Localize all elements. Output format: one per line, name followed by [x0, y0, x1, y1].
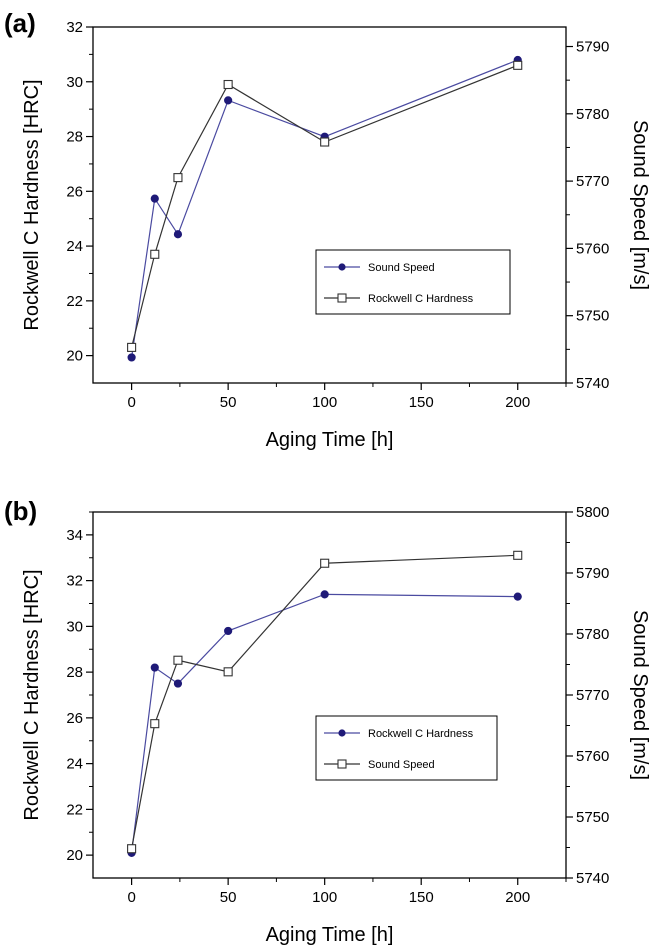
y-left-tick-label: 28 — [66, 664, 83, 681]
y-left-tick-label: 30 — [66, 618, 83, 635]
data-point — [173, 230, 183, 239]
data-point — [320, 558, 330, 568]
data-point — [320, 590, 329, 599]
y-right-tick-label: 5800 — [576, 504, 609, 521]
y-right-tick-label: 5770 — [576, 687, 609, 704]
data-point — [223, 79, 233, 90]
y-left-tick-label: 26 — [66, 710, 83, 727]
series-rockwell-c-hardness — [127, 60, 523, 352]
plot-frame — [92, 511, 567, 879]
y-left-tick-label: 24 — [66, 238, 83, 255]
data-point — [173, 173, 183, 183]
y-left-tick-label: 20 — [66, 348, 83, 365]
y-left-tick-label: 30 — [66, 74, 83, 91]
legend: Sound Speed Rockwell C Hardness — [315, 249, 511, 315]
data-point — [320, 137, 330, 147]
y-right-tick-label: 5780 — [576, 106, 609, 123]
series-line — [131, 593, 518, 853]
legend: Rockwell C Hardness Sound Speed — [315, 715, 498, 781]
series-rockwell-c-hardness — [127, 590, 522, 857]
y-right-tick-label: 5760 — [576, 748, 609, 765]
y-left-tick-label: 20 — [66, 847, 83, 864]
y-left-tick-label: 32 — [66, 573, 83, 590]
y-right-tick-label: 5780 — [576, 626, 609, 643]
x-tick-label: 0 — [127, 394, 135, 411]
legend-box — [315, 249, 511, 315]
data-point — [513, 60, 523, 70]
x-tick-label: 50 — [220, 394, 237, 411]
y-left-tick-label: 34 — [66, 527, 83, 544]
y-right-tick-label: 5770 — [576, 173, 609, 190]
data-point — [224, 626, 233, 636]
legend-marker — [337, 293, 347, 303]
legend-box — [315, 715, 498, 781]
series-sound-speed — [127, 55, 522, 362]
panel-label: (b) — [4, 496, 37, 526]
data-point — [127, 844, 137, 854]
x-tick-label: 150 — [409, 394, 434, 411]
series-line — [131, 59, 518, 358]
y-left-tick-label: 32 — [66, 19, 83, 36]
y-right-axis-title: Sound Speed [m/s] — [629, 120, 651, 290]
data-point — [150, 249, 160, 259]
y-left-tick-label: 28 — [66, 129, 83, 146]
x-tick-label: 150 — [409, 889, 434, 906]
y-left-tick-label: 22 — [66, 293, 83, 310]
y-left-axis-title: Rockwell C Hardness [HRC] — [21, 79, 43, 330]
data-point — [127, 353, 136, 362]
data-point — [513, 550, 523, 560]
chart-panel-b: (b) 0 50 100 150 200 20 22 24 26 28 30 32 34 5740 5750 5… — [4, 496, 651, 946]
y-right-tick-label: 5740 — [576, 870, 609, 887]
x-tick-label: 50 — [220, 889, 237, 906]
x-axis-title: Aging Time [h] — [266, 924, 394, 946]
y-right-tick-label: 5740 — [576, 375, 609, 392]
y-right-tick-label: 5750 — [576, 809, 609, 826]
data-point — [173, 679, 183, 688]
x-axis-title: Aging Time [h] — [266, 429, 394, 451]
series-line — [131, 64, 518, 348]
data-point — [513, 592, 522, 601]
data-point — [224, 96, 233, 105]
y-right-tick-label: 5760 — [576, 240, 609, 257]
data-point — [150, 194, 159, 203]
y-left-axis-title: Rockwell C Hardness [HRC] — [21, 569, 43, 820]
legend-marker — [337, 759, 347, 769]
data-point — [223, 667, 233, 677]
legend-marker — [338, 263, 346, 271]
panel-label: (a) — [4, 8, 36, 38]
series-line — [131, 554, 518, 849]
y-right-tick-label: 5790 — [576, 39, 609, 56]
y-left-tick-label: 26 — [66, 183, 83, 200]
legend-label: Rockwell C Hardness — [368, 728, 474, 740]
legend-label: Sound Speed — [368, 262, 435, 274]
y-right-tick-label: 5750 — [576, 308, 609, 325]
series-sound-speed — [127, 550, 523, 854]
legend-marker — [338, 729, 346, 737]
data-point — [127, 342, 137, 352]
y-left-tick-label: 24 — [66, 756, 83, 773]
data-point — [150, 719, 160, 729]
data-point — [173, 655, 183, 665]
y-right-axis-title: Sound Speed [m/s] — [629, 610, 651, 780]
y-left-tick-label: 22 — [66, 801, 83, 818]
x-tick-label: 200 — [505, 889, 530, 906]
x-tick-label: 100 — [312, 394, 337, 411]
chart-panel-a: (a) 0 50 100 150 200 20 22 24 26 28 30 32 5740 5750 576… — [4, 8, 651, 451]
y-right-tick-label: 5790 — [576, 565, 609, 582]
plot-frame — [92, 26, 567, 384]
legend-label: Rockwell C Hardness — [368, 293, 474, 305]
data-point — [150, 663, 159, 672]
x-tick-label: 200 — [505, 394, 530, 411]
legend-label: Sound Speed — [368, 759, 435, 771]
x-tick-label: 100 — [312, 889, 337, 906]
x-tick-label: 0 — [127, 889, 135, 906]
